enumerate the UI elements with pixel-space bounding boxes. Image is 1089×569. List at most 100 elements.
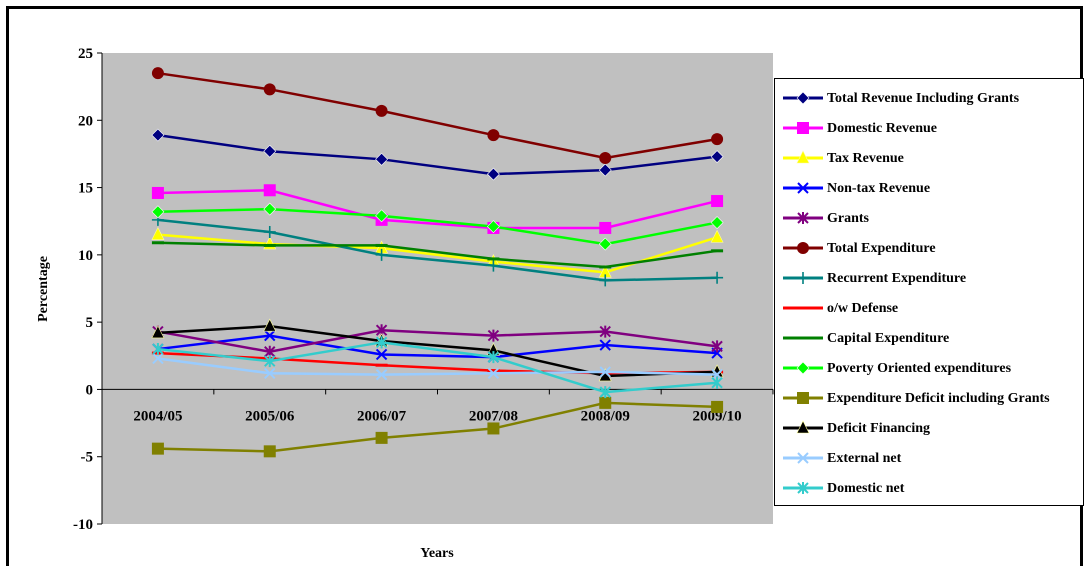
legend-label: o/w Defense [827,300,899,316]
data-point [263,202,277,216]
data-point [711,340,723,353]
legend-label: Domestic net [827,480,905,496]
legend-marker [797,482,809,494]
data-point [152,343,164,356]
data-point [711,271,724,284]
y-axis: -10 -5 0 5 10 15 20 25 [73,46,103,533]
data-point [599,274,612,287]
data-point [599,396,612,409]
legend-label: Non-tax Revenue [827,180,931,196]
data-point [151,227,165,240]
data-point [710,216,724,229]
legend-marker [796,420,810,434]
y-tick-label: 20 [78,113,93,129]
series-line [157,71,718,160]
legend-swatch [783,392,823,404]
data-point [151,186,164,199]
data-point [263,318,277,332]
data-point [151,205,165,219]
legend-item: Recurrent Expenditure [781,266,1081,290]
legend-item: Tax Revenue [781,146,1081,170]
legend-item: Poverty Oriented expenditures [781,356,1081,380]
plot-area [102,53,773,524]
data-point [486,167,500,181]
series-line [157,218,718,282]
data-point [711,376,723,389]
data-point [711,195,724,208]
legend-marker [797,452,809,464]
x-tick-label: 2006/07 [357,408,407,424]
legend-label: Deficit Financing [827,420,931,436]
data-point [599,339,611,351]
data-point [263,225,276,238]
series-line [157,328,718,354]
x-axis-title: Years [420,546,454,561]
data-point [264,367,276,379]
legend-item: Capital Expenditure [781,326,1081,350]
series-group [151,67,724,458]
data-point [598,237,612,251]
series-14 [152,336,723,399]
data-point [486,220,500,234]
data-point [263,83,276,96]
series-line [157,207,718,246]
data-point [599,151,612,164]
legend-label: Tax Revenue [827,150,904,166]
legend-label: Poverty Oriented expenditures [827,360,1012,376]
data-point [152,352,164,365]
data-point [487,367,500,379]
legend-swatch [783,212,823,224]
data-point [711,133,724,146]
series-line [157,233,718,274]
legend-marker [797,212,809,224]
data-point [710,150,724,164]
data-point [264,355,276,368]
y-tick-label: 0 [86,382,94,398]
data-point [151,325,165,339]
data-point [375,368,388,381]
x-tick-label: 2007/08 [469,408,518,424]
legend-swatch [783,482,823,494]
series-6 [151,67,724,164]
legend-item: o/w Defense [781,296,1081,320]
legend-marker [797,242,809,254]
data-point [487,259,500,272]
legend-marker [796,361,810,375]
data-point [487,329,500,342]
data-point [711,400,724,413]
data-point [710,229,724,243]
series-line [157,401,718,453]
x-tick-label: 2005/06 [245,408,295,424]
series-10 [151,202,724,251]
y-tick-label: -5 [81,450,94,466]
data-point [375,336,388,349]
data-point [375,348,388,361]
data-point [264,329,276,342]
legend-item: Domestic Revenue [781,116,1081,140]
x-tick-label: 2004/05 [133,408,182,424]
legend-item: Grants [781,206,1081,230]
legend-swatch [783,361,823,375]
legend-swatch [783,420,823,434]
data-point [487,351,500,364]
data-point [263,144,277,158]
legend-marker [796,91,810,105]
data-point [375,152,389,166]
legend-marker [797,392,809,404]
data-point [375,209,389,223]
legend-swatch [783,272,823,284]
y-tick-label: 15 [78,181,93,197]
legend-swatch [783,452,823,464]
series-2 [151,184,724,234]
legend-item: Non-tax Revenue [781,176,1081,200]
series-9 [151,241,724,269]
legend-item: Expenditure Deficit including Grants [781,386,1081,410]
data-point [263,184,276,197]
legend-swatch [783,182,823,194]
legend-swatch [783,150,823,164]
series-7 [151,213,724,287]
series-11 [151,396,724,458]
data-point [598,163,612,177]
legend: Total Revenue Including Grants Domestic R… [774,78,1084,506]
